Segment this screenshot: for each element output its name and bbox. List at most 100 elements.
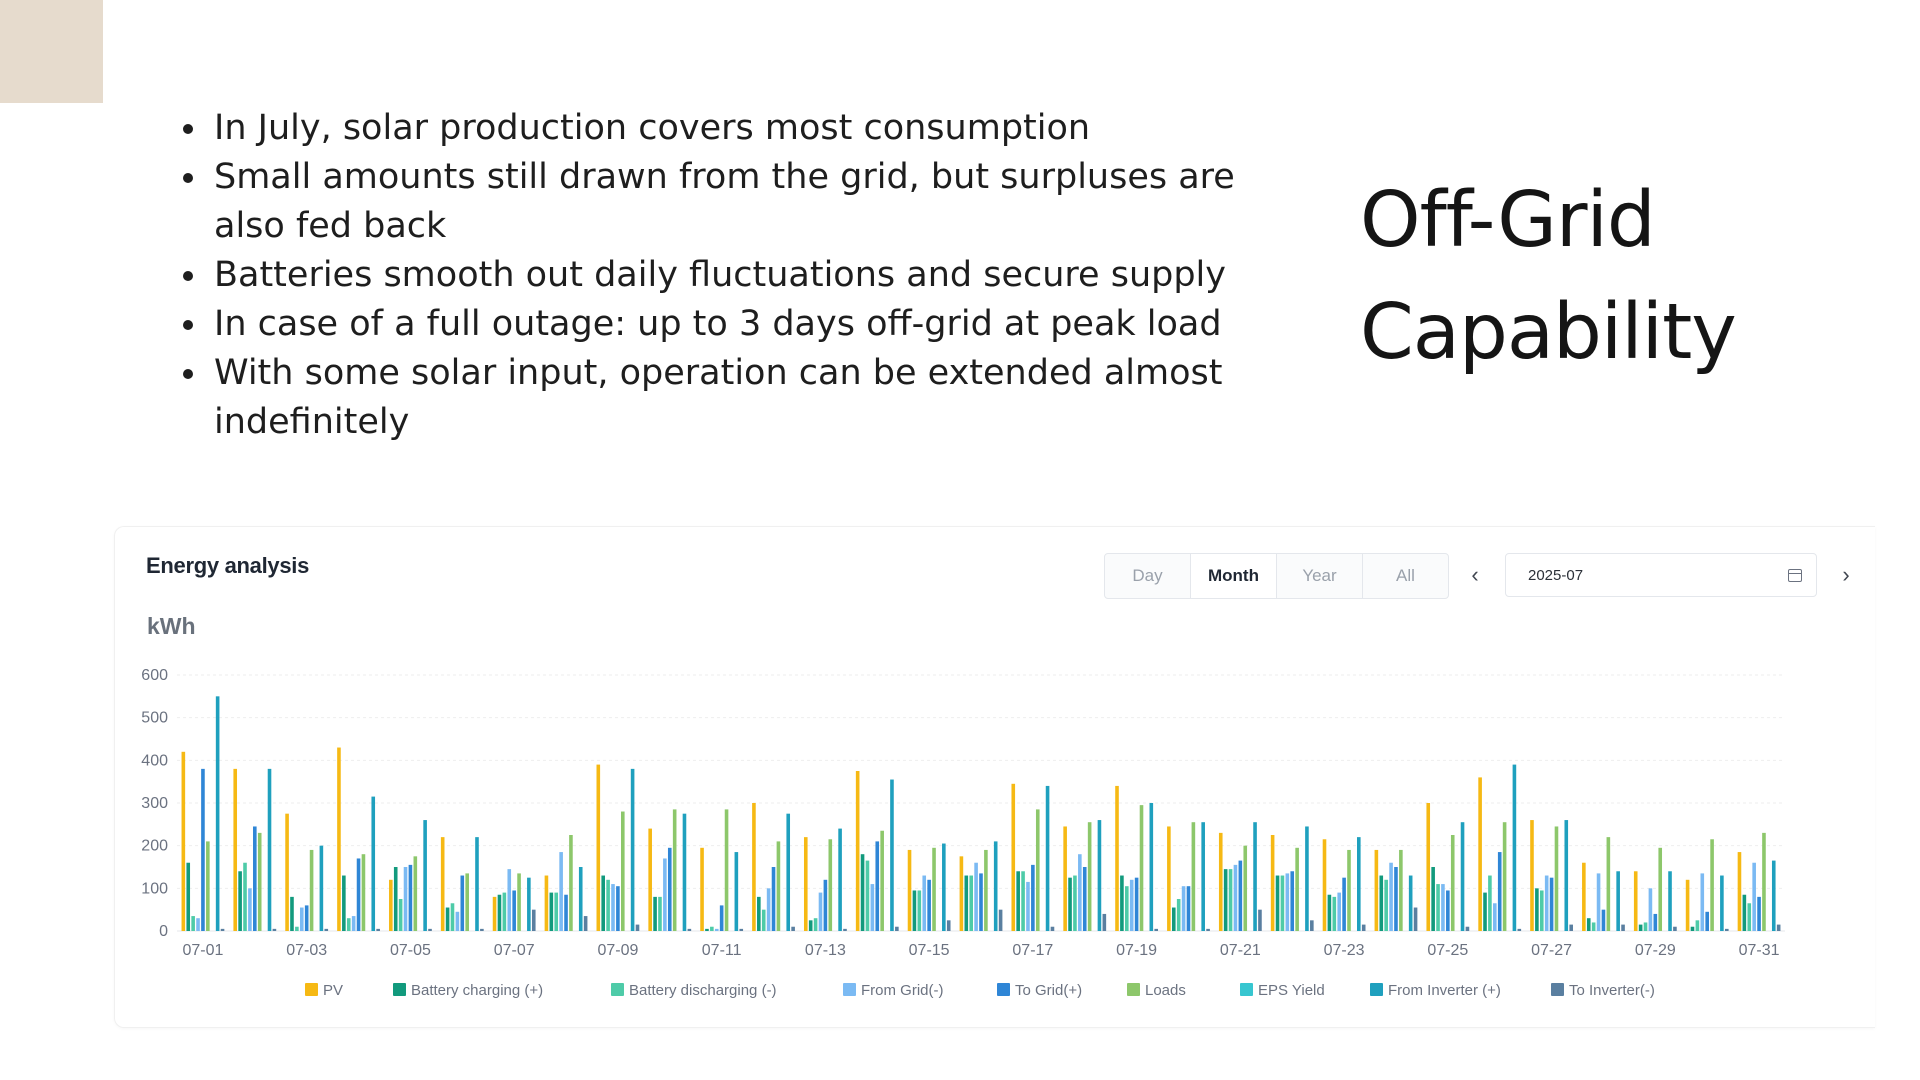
bar[interactable] xyxy=(238,871,242,931)
bar[interactable] xyxy=(186,862,191,931)
tab-year[interactable]: Year xyxy=(1277,554,1363,598)
bar[interactable] xyxy=(243,862,247,931)
bar[interactable] xyxy=(564,894,568,931)
calendar-icon[interactable] xyxy=(1788,568,1802,582)
bar[interactable] xyxy=(1327,894,1332,931)
bar[interactable] xyxy=(1413,907,1418,931)
bar[interactable] xyxy=(766,888,771,931)
bar[interactable] xyxy=(1569,924,1573,931)
bar[interactable] xyxy=(1186,886,1191,931)
bar[interactable] xyxy=(191,916,195,931)
bar[interactable] xyxy=(752,803,756,931)
bar[interactable] xyxy=(1389,862,1393,931)
bar[interactable] xyxy=(667,847,672,931)
bar[interactable] xyxy=(1016,871,1020,931)
bar[interactable] xyxy=(865,860,870,931)
bar[interactable] xyxy=(196,918,200,931)
bar[interactable] xyxy=(389,879,393,931)
bar[interactable] xyxy=(705,928,709,931)
bar[interactable] xyxy=(1021,871,1025,931)
bar[interactable] xyxy=(1031,864,1035,931)
tab-month[interactable]: Month xyxy=(1191,554,1277,598)
legend-swatch[interactable] xyxy=(1127,983,1140,996)
bar[interactable] xyxy=(1115,785,1119,931)
bar[interactable] xyxy=(1747,903,1752,931)
bar[interactable] xyxy=(1478,777,1482,931)
bar[interactable] xyxy=(215,696,220,931)
bar[interactable] xyxy=(969,875,973,931)
legend-label[interactable]: PV xyxy=(323,982,343,999)
bar[interactable] xyxy=(554,892,559,931)
bar[interactable] xyxy=(475,837,479,931)
bar[interactable] xyxy=(907,849,912,931)
bar[interactable] xyxy=(1762,832,1766,931)
bar[interactable] xyxy=(569,835,573,931)
bar[interactable] xyxy=(1120,875,1124,931)
bar[interactable] xyxy=(1695,920,1700,931)
legend-label[interactable]: EPS Yield xyxy=(1258,982,1325,999)
bar[interactable] xyxy=(319,845,324,931)
legend-swatch[interactable] xyxy=(1370,983,1383,996)
bar[interactable] xyxy=(922,875,927,931)
bar[interactable] xyxy=(257,832,262,931)
bar[interactable] xyxy=(502,892,507,931)
bar[interactable] xyxy=(803,837,808,931)
bar[interactable] xyxy=(1436,884,1440,931)
bar[interactable] xyxy=(757,896,761,931)
bar[interactable] xyxy=(371,796,376,931)
bar[interactable] xyxy=(635,924,640,931)
bar[interactable] xyxy=(1705,911,1709,931)
bar[interactable] xyxy=(559,852,563,931)
bar[interactable] xyxy=(480,928,484,931)
bar[interactable] xyxy=(1653,913,1658,931)
bar[interactable] xyxy=(895,926,899,931)
bar[interactable] xyxy=(1078,854,1082,931)
bar[interactable] xyxy=(1342,877,1346,931)
bar[interactable] xyxy=(346,918,351,931)
bar[interactable] xyxy=(1710,839,1714,931)
bar[interactable] xyxy=(1337,892,1341,931)
bar[interactable] xyxy=(1243,845,1248,931)
bar[interactable] xyxy=(1238,860,1243,931)
legend-swatch[interactable] xyxy=(305,983,318,996)
bar[interactable] xyxy=(714,928,719,931)
bar[interactable] xyxy=(838,828,842,931)
bar[interactable] xyxy=(1493,903,1497,931)
bar[interactable] xyxy=(376,928,380,931)
bar[interactable] xyxy=(1206,928,1210,931)
bar[interactable] xyxy=(1270,835,1275,931)
bar[interactable] xyxy=(1295,847,1299,931)
bar[interactable] xyxy=(1446,890,1450,931)
bar[interactable] xyxy=(860,854,865,931)
bar[interactable] xyxy=(1408,875,1413,931)
bar[interactable] xyxy=(786,813,791,931)
bar[interactable] xyxy=(984,849,988,931)
date-picker[interactable]: 2025-07 xyxy=(1505,553,1817,597)
bar[interactable] xyxy=(324,928,329,931)
bar[interactable] xyxy=(465,873,469,931)
bar[interactable] xyxy=(1176,899,1181,931)
bar[interactable] xyxy=(450,903,455,931)
bar[interactable] xyxy=(549,892,554,931)
bar[interactable] xyxy=(1616,871,1620,931)
bar[interactable] xyxy=(507,869,512,931)
bar[interactable] xyxy=(1322,839,1327,931)
bar[interactable] xyxy=(1539,890,1544,931)
bar[interactable] xyxy=(1700,873,1705,931)
bar[interactable] xyxy=(875,841,880,931)
bar[interactable] xyxy=(544,875,549,931)
bar[interactable] xyxy=(1582,862,1586,931)
bar[interactable] xyxy=(253,826,257,931)
bar[interactable] xyxy=(1361,924,1366,931)
bar[interactable] xyxy=(776,841,781,931)
bar[interactable] xyxy=(1129,879,1134,931)
bar[interactable] xyxy=(272,928,277,931)
bar[interactable] xyxy=(1544,875,1549,931)
bar[interactable] xyxy=(917,890,922,931)
bar[interactable] xyxy=(710,926,714,931)
bar[interactable] xyxy=(621,811,625,931)
legend-label[interactable]: Battery discharging (-) xyxy=(629,982,777,999)
bar[interactable] xyxy=(1379,875,1384,931)
bar[interactable] xyxy=(1685,879,1690,931)
bar[interactable] xyxy=(1374,849,1379,931)
